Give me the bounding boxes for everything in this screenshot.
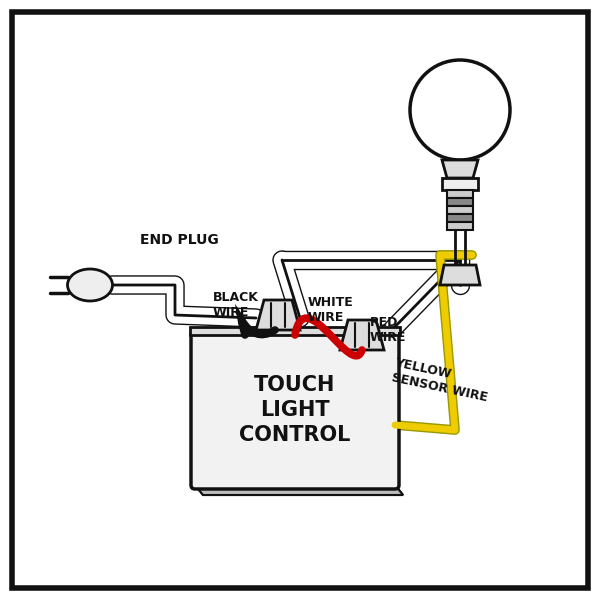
Polygon shape [190, 327, 400, 335]
Polygon shape [195, 485, 403, 495]
Text: WHITE
WIRE: WHITE WIRE [308, 296, 354, 324]
Polygon shape [447, 190, 473, 198]
Polygon shape [440, 265, 480, 285]
FancyBboxPatch shape [191, 331, 399, 489]
Polygon shape [447, 198, 473, 206]
Text: BLACK
WIRE: BLACK WIRE [213, 291, 259, 319]
Text: END PLUG: END PLUG [140, 233, 219, 247]
Polygon shape [447, 206, 473, 214]
Polygon shape [447, 214, 473, 222]
Polygon shape [442, 160, 478, 178]
Ellipse shape [67, 269, 113, 301]
Polygon shape [447, 222, 473, 230]
Text: TOUCH
LIGHT
CONTROL: TOUCH LIGHT CONTROL [239, 375, 350, 445]
Text: RED
WIRE: RED WIRE [370, 316, 406, 344]
Polygon shape [442, 178, 478, 190]
Polygon shape [256, 300, 300, 330]
Polygon shape [340, 320, 384, 350]
Polygon shape [195, 485, 403, 495]
Circle shape [410, 60, 510, 160]
Text: YELLOW
SENSOR WIRE: YELLOW SENSOR WIRE [390, 356, 491, 404]
